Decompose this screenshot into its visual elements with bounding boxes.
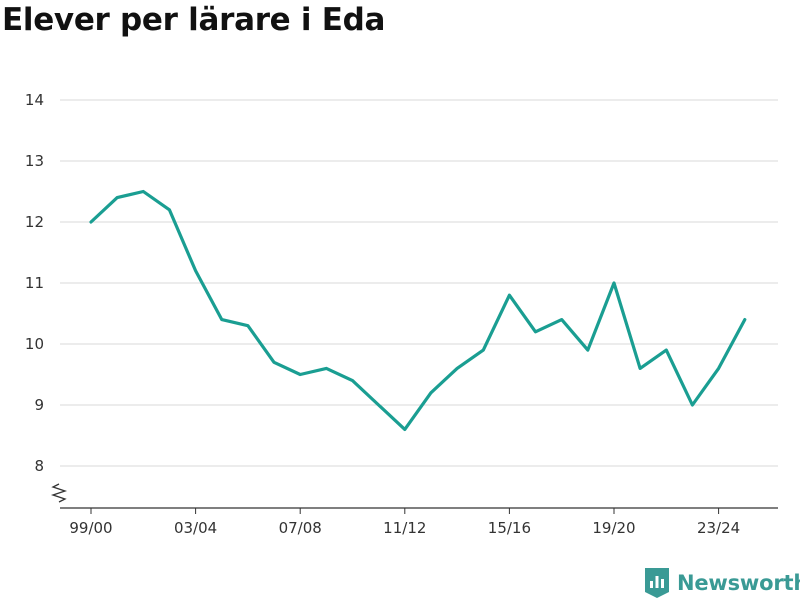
gridlines: [60, 99, 778, 467]
x-axis-tick-labels: 99/00 03/04 07/08 11/12 15/16 19/20 23/24: [69, 519, 740, 537]
bar-chart-logo-icon: [645, 568, 669, 598]
series-lines: [89, 189, 747, 431]
y-tick-label: 10: [25, 335, 44, 353]
y-tick-label: 8: [34, 457, 44, 475]
brand-name: Newsworthy: [677, 571, 800, 595]
x-tick-label: 07/08: [279, 519, 322, 537]
x-tick-label: 15/16: [488, 519, 531, 537]
y-tick-label: 11: [25, 274, 44, 292]
x-axis: [60, 507, 778, 514]
axis-break-icon: [50, 483, 68, 503]
y-axis-tick-labels: 8 9 10 11 12 13 14: [25, 91, 44, 475]
y-tick-label: 12: [25, 213, 44, 231]
chart-title: Elever per lärare i Eda: [2, 2, 386, 38]
x-tick-label: 11/12: [383, 519, 426, 537]
x-tick-label: 99/00: [69, 519, 112, 537]
x-tick-label: 03/04: [174, 519, 217, 537]
x-tick-label: 23/24: [697, 519, 740, 537]
x-tick-label: 19/20: [592, 519, 635, 537]
y-tick-label: 9: [34, 396, 44, 414]
y-tick-label: 14: [25, 91, 44, 109]
brand-logo: Newsworthy: [645, 568, 800, 598]
y-tick-label: 13: [25, 152, 44, 170]
series-line: [89, 189, 747, 431]
